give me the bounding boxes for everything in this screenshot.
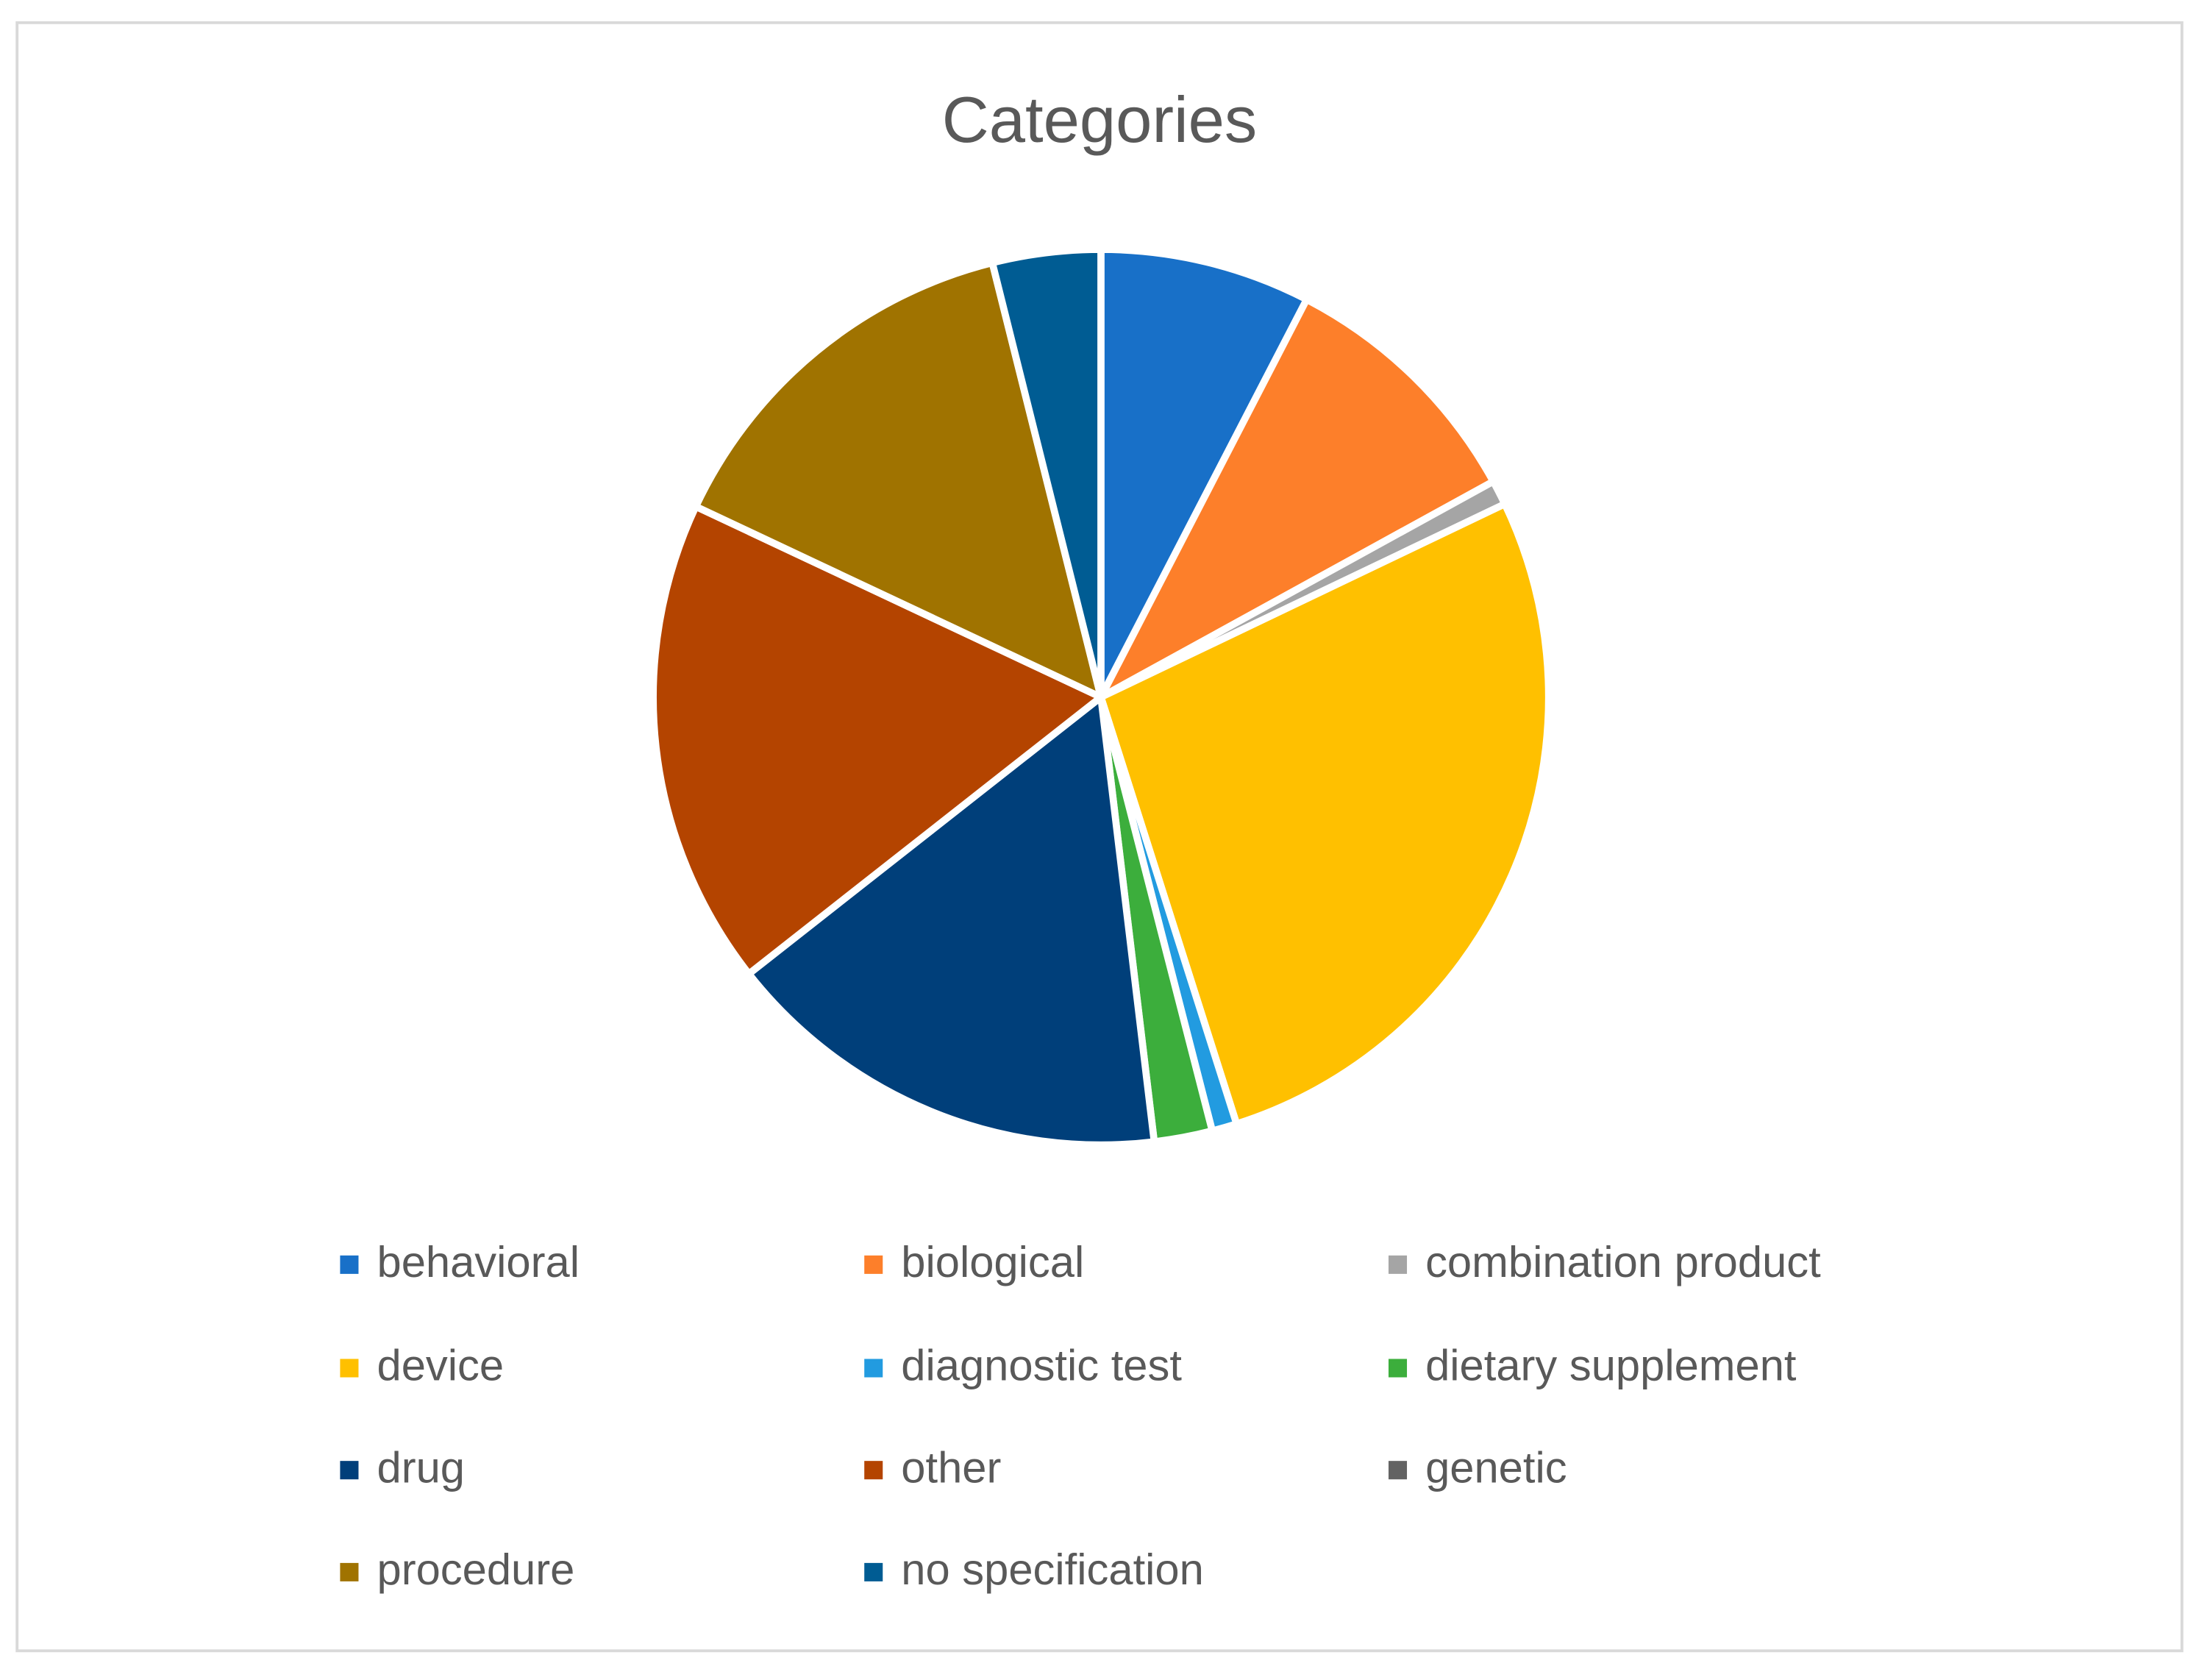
pie-slice [1097,500,1553,1128]
pie-slice [649,502,1105,978]
legend-label: no specification [901,1545,1204,1594]
legend-label: drug [377,1442,466,1492]
legend-swatch [1388,1255,1408,1274]
legend-label: other [901,1442,1001,1492]
legend-swatch [340,1562,359,1581]
pie-slice [692,259,1105,701]
legend-label: procedure [377,1545,575,1594]
legend-swatch [340,1255,359,1274]
pie-slice [1097,246,1311,701]
legend-label: biological [901,1237,1084,1286]
legend-label: device [377,1341,505,1390]
legend-label: behavioral [377,1237,580,1286]
legend-swatch [1388,1359,1408,1378]
legend-swatch [340,1359,359,1378]
legend-label: dietary supplement [1425,1341,1797,1390]
pie-slice [745,693,1158,1149]
legend-label: diagnostic test [901,1341,1182,1390]
legend-swatch [864,1359,883,1378]
legend-swatch [340,1461,359,1480]
pie-slice [1097,296,1497,701]
legend-swatch [864,1562,883,1581]
legend: behavioral biological combination product d… [340,1237,1821,1594]
chart-title: Categories [942,83,1258,156]
pie [649,246,1553,1149]
pie-slice [988,246,1105,701]
legend-label: combination product [1425,1237,1821,1286]
legend-swatch [864,1255,883,1274]
legend-label: genetic [1425,1442,1567,1492]
legend-swatch [864,1461,883,1480]
legend-swatch [1388,1461,1408,1480]
